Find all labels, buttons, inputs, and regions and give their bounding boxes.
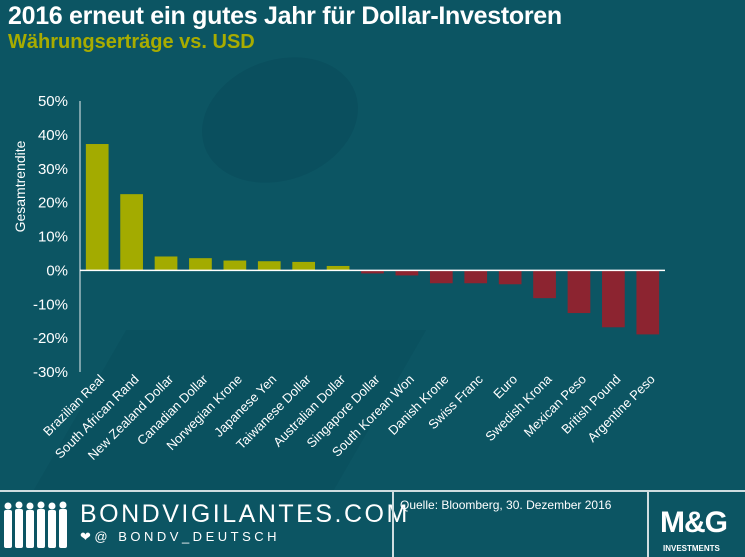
bar [361, 270, 384, 274]
brand-link[interactable]: BONDVIGILANTES.COM [80, 500, 410, 528]
y-axis-label: Gesamtrendite [12, 140, 28, 232]
bar [257, 261, 281, 271]
bar [120, 194, 143, 271]
twitter-handle-text: @ BONDV_DEUTSCH [94, 529, 281, 544]
people-silhouette-icon [4, 501, 67, 548]
bar [223, 260, 247, 271]
bar [567, 270, 591, 314]
bar [636, 270, 660, 335]
y-tick-label: 0% [46, 262, 68, 279]
bar-chart: 50% 40% 30% 20% 10% 0% -10% -20% -30% Gesamtrendi… [12, 93, 665, 463]
bar [395, 270, 419, 276]
bar [498, 270, 522, 285]
x-tick-label: Euro [490, 372, 520, 402]
y-tick-label: 20% [38, 195, 68, 212]
bar [464, 270, 488, 284]
bar [154, 256, 178, 271]
bar [292, 261, 316, 271]
twitter-icon: ❤ [80, 529, 95, 544]
twitter-handle[interactable]: ❤@ BONDV_DEUTSCH [80, 529, 280, 545]
y-tick-label: 40% [38, 127, 68, 144]
y-tick-label: -30% [33, 364, 68, 381]
source-note: Quelle: Bloomberg, 30. Dezember 2016 [400, 498, 612, 512]
bar [85, 144, 109, 271]
bar [429, 270, 453, 284]
bar [602, 270, 625, 328]
chart-title: 2016 erneut ein gutes Jahr für Dollar-In… [8, 2, 562, 30]
mg-logo: M&G INVESTMENTS [660, 506, 745, 557]
footer: BONDVIGILANTES.COM ❤@ BONDV_DEUTSCH Quel… [0, 490, 745, 557]
divider [392, 492, 394, 557]
chart-subtitle: Währungserträge vs. USD [8, 31, 255, 53]
mg-logo-text: M&G [660, 506, 728, 539]
bar [533, 270, 556, 299]
y-tick-label: -10% [33, 296, 68, 313]
divider [647, 492, 649, 557]
y-tick-label: 50% [38, 93, 68, 110]
y-tick-label: 30% [38, 161, 68, 178]
y-tick-label: 10% [38, 229, 68, 246]
bar [189, 258, 212, 271]
mg-logo-subtext: INVESTMENTS [663, 544, 720, 553]
bar [326, 265, 350, 271]
y-tick-label: -20% [33, 330, 68, 347]
